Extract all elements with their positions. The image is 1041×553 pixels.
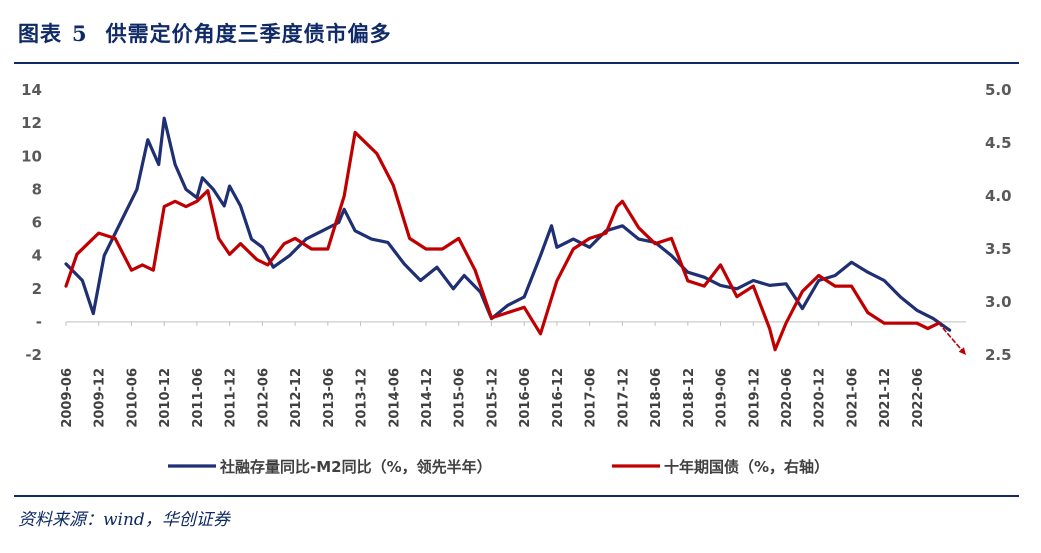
- x-tick-label: 2012-12: [289, 368, 304, 428]
- x-tick-label: 2018-12: [682, 368, 697, 428]
- figure-title-text: 供需定价角度三季度债市偏多: [105, 21, 392, 46]
- x-tick-label: 2017-12: [616, 368, 631, 428]
- y-right-tick-label: 3.0: [985, 293, 1012, 311]
- header-rule: [14, 62, 1019, 64]
- y-right-tick-label: 4.5: [985, 134, 1012, 152]
- x-tick-label: 2010-06: [125, 368, 140, 428]
- y-left-tick-label: 12: [21, 114, 42, 132]
- y-right-tick-label: 2.5: [985, 346, 1012, 364]
- source-note: 资料来源：wind，华创证券: [18, 510, 230, 530]
- y-right-tick-label: 3.5: [985, 240, 1012, 258]
- x-tick-label: 2020-12: [813, 368, 828, 428]
- figure-title: 图表 5 供需定价角度三季度债市偏多: [18, 18, 392, 48]
- y-left-tick-label: 4: [32, 247, 42, 265]
- x-tick-label: 2016-06: [518, 368, 533, 428]
- x-tick-label: 2013-06: [322, 368, 337, 428]
- x-tick-label: 2010-12: [158, 368, 173, 428]
- x-tick-label: 2013-12: [355, 368, 370, 428]
- y-left-tick-label: 14: [21, 81, 42, 99]
- footer-rule: [14, 495, 1019, 497]
- series-line-tsf-m2: [64, 116, 952, 332]
- x-tick-label: 2020-06: [780, 368, 795, 428]
- series-line-cgb10y: [64, 130, 941, 352]
- y-left-tick-label: 8: [32, 180, 42, 198]
- x-tick-label: 2014-12: [420, 368, 435, 428]
- legend-label: 十年期国债（%，右轴）: [664, 458, 829, 476]
- forecast-arrowhead: [958, 347, 966, 355]
- legend-label: 社融存量同比-M2同比（%，领先半年）: [219, 458, 492, 476]
- x-tick-label: 2011-12: [224, 368, 239, 428]
- x-tick-label: 2019-12: [747, 368, 762, 428]
- x-tick-label: 2021-06: [845, 368, 860, 428]
- y-left-tick-label: 10: [21, 147, 42, 165]
- y-right-tick-label: 4.0: [985, 187, 1012, 205]
- x-tick-label: 2017-06: [584, 368, 599, 428]
- y-left-tick-label: 6: [32, 214, 42, 232]
- chart: 14 12 10 8 6 4 2 - -2 5.0 4.5 4.0 3.5 3.0 2.5 2009-06 20…: [21, 81, 1012, 476]
- x-tick-label: 2021-12: [878, 368, 893, 428]
- x-tick-label: 2012-06: [256, 368, 271, 428]
- x-tick-label: 2014-06: [387, 368, 402, 428]
- x-tick-label: 2011-06: [191, 368, 206, 428]
- y-left-tick-label: -: [36, 313, 42, 331]
- x-tick-label: 2015-12: [485, 368, 500, 428]
- x-tick-label: 2009-06: [60, 368, 75, 428]
- x-tick-label: 2015-06: [453, 368, 468, 428]
- y-right-tick-label: 5.0: [985, 81, 1012, 99]
- y-left-tick-label: 2: [32, 280, 42, 298]
- y-left-tick-label: -2: [25, 346, 42, 364]
- x-tick-label: 2016-12: [551, 368, 566, 428]
- x-tick-label: 2009-12: [93, 368, 108, 428]
- x-tick-label: 2018-06: [649, 368, 664, 428]
- x-tick-label: 2022-06: [911, 368, 926, 428]
- figure-label: 图表: [18, 21, 62, 46]
- figure-number: 5: [72, 21, 88, 46]
- x-tick-label: 2019-06: [715, 368, 730, 428]
